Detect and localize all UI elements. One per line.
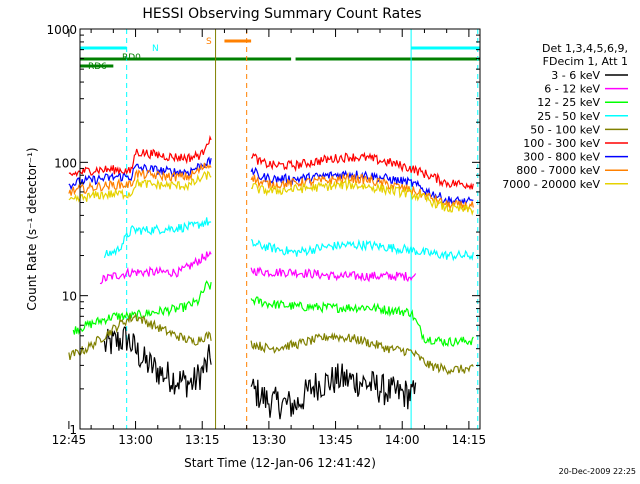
flag-label-rd6: RD6 [88, 62, 107, 72]
series-line-4-seg-0 [68, 312, 212, 361]
chart-title: HESSI Observing Summary Count Rates [142, 6, 421, 22]
legend-label-3: 25 - 50 keV [537, 110, 600, 123]
x-tick-label-2: 13:15 [185, 433, 220, 447]
legend-label-0: 3 - 6 keV [551, 69, 600, 82]
series-line-0-seg-1 [250, 363, 417, 420]
series-line-5-seg-1 [250, 151, 474, 191]
series-line-7-seg-1 [250, 172, 474, 211]
legend-header-1: FDecim 1, Att 1 [543, 55, 628, 68]
x-tick-label-4: 13:45 [318, 433, 353, 447]
series-line-7-seg-0 [68, 162, 212, 196]
legend-label-4: 50 - 100 keV [530, 123, 600, 136]
flag-letter-n: N [152, 44, 159, 54]
y-tick-label-1: 10 [62, 290, 77, 304]
series-line-1-seg-1 [250, 266, 417, 283]
series-line-2-seg-1 [250, 296, 474, 348]
y-tick-label-0: 1 [69, 423, 77, 437]
legend-label-7: 800 - 7000 keV [516, 164, 600, 177]
x-axis-label: Start Time (12-Jan-06 12:41:42) [184, 456, 376, 470]
legend-header-0: Det 1,3,4,5,6,9, [542, 42, 628, 55]
series-line-3-seg-0 [103, 217, 212, 259]
flag-letter-s: S [206, 37, 212, 47]
legend-label-8: 7000 - 20000 keV [502, 178, 600, 191]
series-line-5-seg-0 [68, 135, 212, 178]
timestamp: 20-Dec-2009 22:25 [559, 467, 636, 476]
series-line-8-seg-0 [68, 170, 212, 203]
y-axis-label: Count Rate (s⁻¹ detector⁻¹) [25, 147, 39, 310]
plot-frame [79, 28, 481, 430]
series-line-4-seg-1 [250, 332, 474, 376]
series-line-8-seg-1 [250, 178, 474, 216]
axes: 12:45 13:00 13:15 13:30 13:45 14:00 14:15 1 10 10… [46, 23, 486, 447]
legend-label-1: 6 - 12 keV [544, 83, 600, 96]
x-tick-label-1: 13:00 [118, 433, 153, 447]
series-line-6-seg-0 [68, 156, 212, 191]
x-tick-label-3: 13:30 [252, 433, 287, 447]
legend-label-6: 300 - 800 keV [523, 151, 600, 164]
legend-label-2: 12 - 25 keV [537, 96, 600, 109]
y-tick-label-2: 100 [54, 156, 77, 170]
series-line-0-seg-0 [103, 326, 212, 398]
series-line-3-seg-1 [250, 238, 474, 262]
series-line-1-seg-0 [99, 250, 212, 285]
legend: Det 1,3,4,5,6,9,FDecim 1, Att 13 - 6 keV… [502, 42, 628, 191]
annotations: N S RD0 RD6 [88, 37, 212, 72]
vertical-lines [126, 29, 479, 429]
series-line-2-seg-0 [72, 280, 212, 336]
flag-bars [80, 39, 480, 68]
y-tick-label-3: 1000 [46, 23, 77, 37]
x-tick-label-5: 14:00 [385, 433, 420, 447]
series-lines [68, 135, 474, 420]
legend-label-5: 100 - 300 keV [523, 137, 600, 150]
x-tick-label-6: 14:15 [452, 433, 487, 447]
flag-label-rd0: RD0 [122, 53, 141, 63]
x-tick-label-0: 12:45 [52, 433, 87, 447]
